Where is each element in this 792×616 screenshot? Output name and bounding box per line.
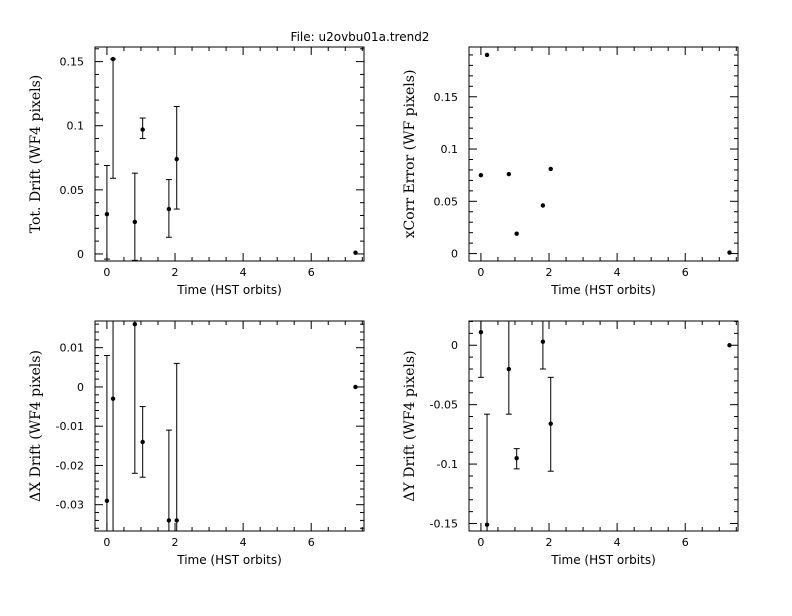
data-point: [506, 171, 512, 177]
data-point: [727, 250, 732, 255]
data-point: [353, 250, 358, 255]
data-point: [140, 127, 145, 132]
data-point: [514, 231, 519, 236]
y-tick-label: 0.05: [60, 184, 85, 197]
data-point: [514, 455, 519, 461]
data-point: [110, 56, 116, 62]
y-tick-label: -0.05: [430, 399, 458, 412]
y-tick-label: 0: [77, 381, 84, 394]
y-axis-label: xCorr Error (WF pixels): [402, 70, 418, 239]
y-tick-label: -0.01: [56, 420, 84, 433]
y-tick-label: 0.1: [441, 143, 459, 156]
data-point: [104, 211, 110, 217]
data-point: [548, 166, 553, 172]
x-tick-label: 0: [103, 536, 110, 549]
data-point: [484, 522, 490, 527]
y-tick-label: 0.15: [434, 91, 459, 104]
y-tick-label: 0: [77, 248, 84, 261]
x-tick-label: 2: [546, 266, 553, 279]
x-axis-label: Time (HST orbits): [550, 553, 656, 567]
y-tick-label: -0.02: [56, 459, 84, 472]
y-axis-label: Tot. Drift (WF4 pixels): [28, 75, 44, 234]
y-axis-label: ΔX Drift (WF4 pixels): [28, 350, 44, 502]
x-tick-label: 0: [477, 266, 484, 279]
data-point: [478, 172, 484, 178]
data-point: [548, 421, 553, 426]
plot-panel-2: 0 2 4 6 0 0.05 0.1 0.15 Time (HST orbits) xCorr E…: [402, 46, 739, 297]
plot-panel-1: 0 2 4 6 0 0.05 0.1 0.15 Time (HST orbits) Tot. Dr…: [28, 46, 365, 297]
plot-frame: [468, 46, 739, 262]
y-tick-label: 0.01: [60, 342, 85, 355]
data-point: [727, 343, 732, 348]
x-tick-label: 6: [682, 266, 689, 279]
y-axis-label: ΔY Drift (WF4 pixels): [402, 350, 418, 501]
data-point: [166, 518, 172, 523]
data-point: [353, 384, 358, 390]
data-point: [110, 396, 116, 401]
y-tick-label: 0: [451, 339, 458, 352]
data-point: [104, 498, 110, 503]
x-tick-label: 2: [546, 536, 553, 549]
x-axis-label: Time (HST orbits): [176, 283, 282, 297]
x-tick-label: 4: [614, 536, 621, 549]
y-tick-label: 0.1: [67, 120, 85, 133]
x-tick-label: 0: [477, 536, 484, 549]
y-tick-label: -0.03: [56, 499, 84, 512]
x-tick-label: 4: [240, 536, 247, 549]
x-tick-label: 0: [103, 266, 110, 279]
y-tick-label: 0.15: [60, 56, 85, 69]
x-tick-label: 6: [308, 536, 315, 549]
y-tick-label: 0.05: [434, 195, 459, 208]
x-tick-label: 4: [240, 266, 247, 279]
x-tick-label: 6: [308, 266, 315, 279]
x-tick-label: 2: [172, 536, 179, 549]
plot-panel-4: 0 2 4 6 0 -0.05 -0.1 -0.15 Time (HST orbits) ΔY D…: [402, 320, 739, 567]
x-tick-label: 2: [172, 266, 179, 279]
x-tick-label: 6: [682, 536, 689, 549]
y-tick-label: -0.1: [437, 458, 458, 471]
data-point: [174, 156, 179, 162]
x-axis-label: Time (HST orbits): [176, 553, 282, 567]
data-point: [166, 206, 172, 212]
plot-frame: [468, 320, 739, 532]
data-point: [540, 203, 546, 208]
y-tick-label: 0: [451, 248, 458, 261]
data-point: [478, 329, 484, 335]
data-point: [540, 339, 546, 344]
plot-frame: [94, 46, 365, 262]
data-point: [132, 219, 138, 225]
data-point: [174, 518, 179, 523]
figure-title: File: u2ovbu01a.trend2: [291, 30, 430, 44]
y-tick-label: -0.15: [430, 518, 458, 531]
x-axis-label: Time (HST orbits): [550, 283, 656, 297]
data-point: [506, 366, 512, 372]
data-point: [484, 52, 490, 58]
x-tick-label: 4: [614, 266, 621, 279]
data-point: [132, 321, 138, 327]
plot-frame: [94, 320, 365, 532]
plot-panel-3: 0 2 4 6 0.01 0 -0.01 -0.02 -0.03 Time (HST orbits…: [28, 320, 365, 567]
data-point: [140, 439, 145, 445]
